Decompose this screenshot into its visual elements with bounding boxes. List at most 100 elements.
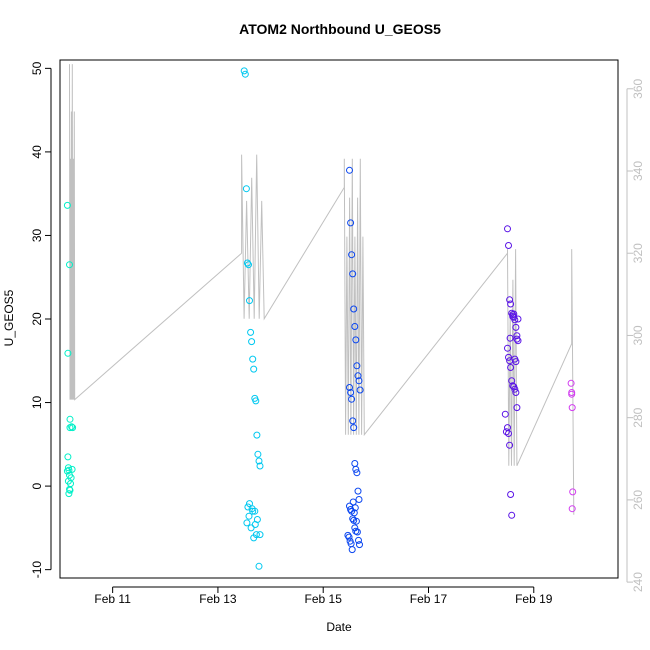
data-point: [568, 390, 576, 398]
data-point: [248, 338, 256, 346]
data-point: [64, 464, 72, 472]
data-point: [506, 296, 514, 304]
y2-tick-label: 320: [631, 243, 645, 263]
series-flight-3: [344, 166, 364, 554]
x-axis-label: Date: [326, 620, 352, 634]
data-point: [247, 328, 255, 336]
data-point: [569, 488, 577, 496]
data-point: [251, 507, 259, 515]
data-point: [504, 344, 511, 352]
data-point: [513, 404, 521, 412]
data-point: [354, 487, 362, 495]
data-point: [507, 491, 515, 498]
data-point: [502, 428, 510, 436]
x-axis: Feb 11 Feb 13 Feb 15 Feb 17 Feb 19: [94, 586, 553, 606]
data-point: [508, 511, 516, 519]
data-point: [251, 521, 259, 528]
data-point: [250, 365, 258, 373]
data-point: [353, 362, 361, 370]
data-point: [505, 353, 512, 361]
y-tick-label: 20: [30, 312, 44, 326]
y-tick-label: 10: [30, 396, 44, 410]
y-tick-label: 0: [30, 482, 44, 489]
data-point: [349, 270, 357, 278]
data-point: [252, 531, 260, 539]
data-point: [506, 334, 514, 342]
data-point: [252, 397, 260, 405]
data-point: [344, 531, 352, 539]
data-point: [505, 242, 512, 249]
x-tick-label: Feb 11: [94, 592, 131, 606]
y-tick-label: 30: [30, 229, 44, 243]
data-point: [68, 465, 76, 473]
data-point: [254, 450, 262, 458]
data-point: [244, 503, 252, 511]
y2-tick-label: 260: [631, 490, 645, 510]
data-point: [568, 404, 576, 412]
data-point: [353, 528, 361, 536]
data-point: [356, 386, 364, 394]
temperature-line: [69, 64, 575, 515]
data-point: [568, 505, 576, 513]
data-point: [351, 323, 359, 330]
data-point: [69, 424, 77, 432]
data-point: [514, 315, 522, 323]
data-point: [63, 201, 71, 209]
data-point: [247, 524, 255, 532]
data-point: [514, 337, 522, 345]
data-point: [64, 453, 72, 461]
data-point: [253, 431, 261, 439]
data-point: [510, 310, 518, 318]
y2-tick-label: 300: [631, 325, 645, 345]
data-point: [509, 382, 517, 390]
data-point: [350, 509, 358, 517]
data-point: [345, 533, 353, 541]
data-point: [513, 332, 521, 340]
data-point: [66, 485, 73, 493]
data-point: [245, 261, 252, 269]
data-points: [63, 67, 577, 570]
series-flight-1: [63, 201, 77, 498]
data-point: [567, 379, 575, 387]
data-point: [349, 498, 357, 506]
data-point: [348, 546, 356, 554]
data-point: [256, 462, 264, 470]
series-flight-2: [240, 67, 264, 570]
data-point: [350, 305, 358, 313]
data-point: [67, 474, 75, 482]
x-tick-label: Feb 13: [199, 592, 237, 606]
data-point: [242, 185, 250, 193]
y2-tick-label: 280: [631, 407, 645, 427]
data-point: [256, 531, 264, 539]
data-point: [348, 251, 356, 259]
x-tick-label: Feb 19: [515, 592, 553, 606]
data-point: [64, 349, 72, 357]
data-point: [346, 166, 353, 174]
y-tick-label: -10: [30, 561, 44, 579]
data-point: [506, 441, 514, 449]
data-point: [355, 496, 363, 503]
y2-tick-label: 360: [631, 78, 645, 98]
x-tick-label: Feb 15: [305, 592, 343, 606]
y-axis: -10 0 10 20 30 40 50: [30, 61, 52, 579]
secondary-y-axis: 240 260 280 300 320 340 360: [626, 78, 645, 592]
data-point: [66, 415, 74, 423]
data-point: [249, 507, 257, 515]
data-point: [507, 300, 515, 308]
y2-tick-label: 340: [631, 161, 645, 181]
chart-title: ATOM2 Northbound U_GEOS5: [239, 21, 441, 37]
data-point: [240, 67, 248, 75]
temperature-line-path: [69, 64, 575, 515]
data-point: [352, 336, 360, 344]
data-point: [350, 424, 358, 432]
data-point: [351, 460, 359, 467]
data-point: [512, 323, 520, 331]
data-point: [65, 490, 73, 498]
x-tick-label: Feb 17: [410, 592, 448, 606]
data-point: [245, 512, 253, 520]
data-point: [507, 364, 515, 371]
data-point: [349, 417, 357, 425]
y2-tick-label: 240: [631, 572, 645, 592]
data-point: [63, 467, 71, 475]
